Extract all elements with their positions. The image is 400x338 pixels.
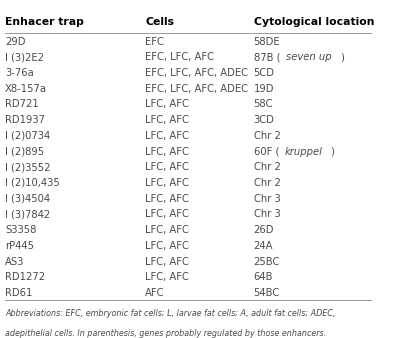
Text: 58C: 58C bbox=[254, 99, 273, 110]
Text: X8-157a: X8-157a bbox=[5, 84, 47, 94]
Text: ): ) bbox=[341, 52, 344, 62]
Text: 60F (: 60F ( bbox=[254, 147, 279, 156]
Text: RD1937: RD1937 bbox=[5, 115, 45, 125]
Text: 87B (: 87B ( bbox=[254, 52, 280, 62]
Text: Enhacer trap: Enhacer trap bbox=[5, 18, 84, 27]
Text: adepithelial cells. In parenthesis, genes probably regulated by those enhancers.: adepithelial cells. In parenthesis, gene… bbox=[5, 329, 326, 338]
Text: LFC, AFC: LFC, AFC bbox=[145, 194, 189, 204]
Text: 58DE: 58DE bbox=[254, 37, 280, 47]
Text: l (2)10,435: l (2)10,435 bbox=[5, 178, 60, 188]
Text: S3358: S3358 bbox=[5, 225, 36, 235]
Text: RD721: RD721 bbox=[5, 99, 39, 110]
Text: EFC, LFC, AFC, ADEC: EFC, LFC, AFC, ADEC bbox=[145, 84, 248, 94]
Text: LFC, AFC: LFC, AFC bbox=[145, 225, 189, 235]
Text: Chr 3: Chr 3 bbox=[254, 194, 280, 204]
Text: l (2)3552: l (2)3552 bbox=[5, 162, 51, 172]
Text: LFC, AFC: LFC, AFC bbox=[145, 210, 189, 219]
Text: RD61: RD61 bbox=[5, 288, 32, 298]
Text: 64B: 64B bbox=[254, 272, 273, 282]
Text: EFC, LFC, AFC, ADEC: EFC, LFC, AFC, ADEC bbox=[145, 68, 248, 78]
Text: EFC: EFC bbox=[145, 37, 164, 47]
Text: LFC, AFC: LFC, AFC bbox=[145, 241, 189, 251]
Text: l (2)0734: l (2)0734 bbox=[5, 131, 50, 141]
Text: 19D: 19D bbox=[254, 84, 274, 94]
Text: LFC, AFC: LFC, AFC bbox=[145, 257, 189, 266]
Text: 3-76a: 3-76a bbox=[5, 68, 34, 78]
Text: l (2)895: l (2)895 bbox=[5, 147, 44, 156]
Text: 24A: 24A bbox=[254, 241, 273, 251]
Text: l (3)2E2: l (3)2E2 bbox=[5, 52, 44, 62]
Text: kruppel: kruppel bbox=[284, 147, 322, 156]
Text: 29D: 29D bbox=[5, 37, 26, 47]
Text: LFC, AFC: LFC, AFC bbox=[145, 147, 189, 156]
Text: AFC: AFC bbox=[145, 288, 165, 298]
Text: rP445: rP445 bbox=[5, 241, 34, 251]
Text: Chr 3: Chr 3 bbox=[254, 210, 280, 219]
Text: RD1272: RD1272 bbox=[5, 272, 45, 282]
Text: l (3)7842: l (3)7842 bbox=[5, 210, 50, 219]
Text: LFC, AFC: LFC, AFC bbox=[145, 162, 189, 172]
Text: LFC, AFC: LFC, AFC bbox=[145, 272, 189, 282]
Text: Chr 2: Chr 2 bbox=[254, 178, 280, 188]
Text: Cytological location: Cytological location bbox=[254, 18, 374, 27]
Text: Abbreviations: EFC, embryonic fat cells; L, larvae fat cells; A, adult fat cells: Abbreviations: EFC, embryonic fat cells;… bbox=[5, 309, 336, 318]
Text: l (3)4504: l (3)4504 bbox=[5, 194, 50, 204]
Text: LFC, AFC: LFC, AFC bbox=[145, 115, 189, 125]
Text: 3CD: 3CD bbox=[254, 115, 274, 125]
Text: EFC, LFC, AFC: EFC, LFC, AFC bbox=[145, 52, 214, 62]
Text: seven up: seven up bbox=[286, 52, 331, 62]
Text: 5CD: 5CD bbox=[254, 68, 275, 78]
Text: LFC, AFC: LFC, AFC bbox=[145, 178, 189, 188]
Text: 54BC: 54BC bbox=[254, 288, 280, 298]
Text: LFC, AFC: LFC, AFC bbox=[145, 99, 189, 110]
Text: 25BC: 25BC bbox=[254, 257, 280, 266]
Text: AS3: AS3 bbox=[5, 257, 24, 266]
Text: Cells: Cells bbox=[145, 18, 174, 27]
Text: Chr 2: Chr 2 bbox=[254, 131, 280, 141]
Text: 26D: 26D bbox=[254, 225, 274, 235]
Text: LFC, AFC: LFC, AFC bbox=[145, 131, 189, 141]
Text: ): ) bbox=[330, 147, 334, 156]
Text: Chr 2: Chr 2 bbox=[254, 162, 280, 172]
